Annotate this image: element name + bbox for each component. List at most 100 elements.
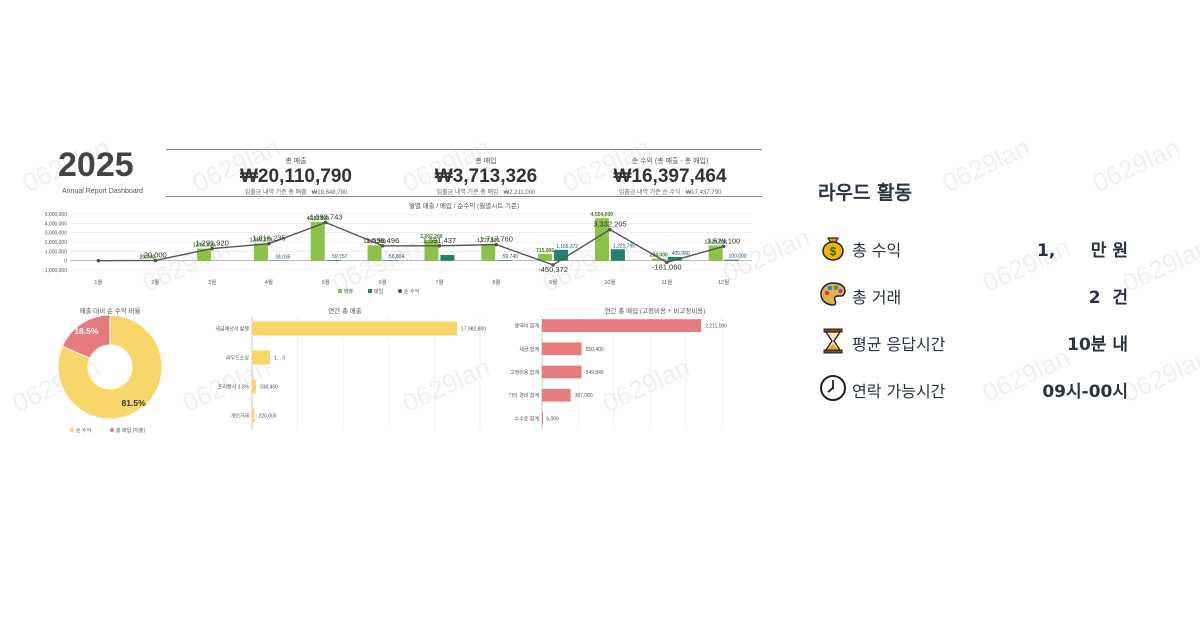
category-label: 세금 합계 <box>519 346 539 353</box>
palette-icon <box>820 282 846 306</box>
purchase-data-label: 100,000 <box>729 254 747 260</box>
sales-bar <box>651 258 666 261</box>
net-profit-data-label: 1,816,235 <box>252 234 285 243</box>
x-tick-label: 7월 <box>435 278 443 286</box>
y-tick-label: -1,000,000 <box>43 268 67 274</box>
category-label: 세금계산서 발행 <box>215 326 249 333</box>
x-tick-label: 4월 <box>265 278 273 286</box>
kpi-label: 총 매출 <box>285 158 307 165</box>
sales-data-label: 4,554,000 <box>591 212 613 218</box>
sales-bar <box>310 221 325 261</box>
sales-data-label: 1,850,270 <box>250 237 272 243</box>
kpi-sub: 입출금 내역 기준 총 매출 : ₩19,648,790 <box>244 190 348 196</box>
net-profit-data-label: 1,529,100 <box>707 236 740 245</box>
net-profit-data-label: -181,060 <box>652 262 682 271</box>
monthly-chart-title: 월별 매출 / 매입 / 순수익 (월별시트 기준) <box>408 203 520 210</box>
sales-bar <box>594 218 609 261</box>
bar <box>252 379 256 394</box>
purchase-chart: 용역비 합계 2,211,000 세금 합계 550,400 고정비용 합계 549,84… <box>509 316 727 430</box>
x-tick-label: 1월 <box>94 278 102 286</box>
x-tick-label: 10월 <box>604 278 615 286</box>
bar-value-label: 338,450 <box>260 385 278 391</box>
legend-label: 매출 <box>344 288 354 295</box>
watermark-text: 0629lan <box>937 131 1035 199</box>
kpi-divider-top <box>166 149 762 150</box>
category-label: 기타 경비 합계 <box>509 392 540 399</box>
purchase-bar <box>440 254 455 261</box>
activity-value: 1, 만 원 <box>1037 241 1128 261</box>
purchase-data-label: 34,035 <box>275 254 291 260</box>
net-profit-data-label: 1,291,920 <box>195 239 228 248</box>
watermark-text: 0629lan <box>1117 341 1200 409</box>
net-profit-point <box>380 243 385 248</box>
purchase-bar <box>326 260 341 261</box>
net-profit-point <box>608 227 612 232</box>
x-tick-label: 11월 <box>661 278 672 286</box>
kpi-net-profit: 순 수익 (총 매출 - 총 매입) ₩16,397,464 입출금 내역 기준… <box>570 156 770 196</box>
hourglass-icon <box>823 328 843 354</box>
legend-marker <box>398 289 402 293</box>
sales-data-label: 1,291,920 <box>193 243 215 249</box>
purchase-data-label: 405,060 <box>672 251 690 257</box>
pie-chart-title: 매출 대비 순 수익 비율 <box>79 308 141 315</box>
activity-label: 총 수익 <box>852 241 902 260</box>
purchase-data-label: 59,757 <box>332 254 348 260</box>
bar-value-label: 2,211,000 <box>705 324 727 330</box>
y-tick-label: 2,000,000 <box>45 240 67 246</box>
pie-slice-label: 81.5% <box>122 398 147 408</box>
x-tick-label: 8월 <box>492 278 500 286</box>
clock-icon <box>820 375 846 401</box>
purchase-data-label: 1,221,795 <box>613 243 635 249</box>
net-profit-data-label: 20,000 <box>144 250 167 259</box>
net-profit-point <box>323 220 328 225</box>
bar-value-label: 550,400 <box>586 347 604 353</box>
x-tick-label: 6월 <box>379 278 387 286</box>
net-profit-data-label: 1,596,496 <box>366 236 399 245</box>
purchase-bar <box>610 249 625 261</box>
net-profit-point <box>551 263 555 267</box>
kpi-label: 총 매입 <box>475 158 497 165</box>
bar-value-label: 5,000 <box>546 416 559 422</box>
net-profit-data-label: 1,717,760 <box>480 235 513 244</box>
activity-value: 2 건 <box>1088 288 1128 308</box>
bar <box>252 321 458 336</box>
legend-marker <box>70 428 74 432</box>
purchase-data-label: 1,165,372 <box>556 244 578 250</box>
purchase-bar <box>497 260 512 261</box>
bar <box>252 408 255 423</box>
sales-bar <box>367 245 382 261</box>
sales-data-label: 224,000 <box>650 253 668 259</box>
activity-row-revenue: $ 총 수익 1, 만 원 <box>818 232 1128 262</box>
bar-value-label: 397,080 <box>575 393 593 399</box>
bar <box>542 319 702 332</box>
purchase-chart-title: 연간 총 매입 (고정비용 + 비고정비용) <box>604 308 706 315</box>
sales-data-label: 1,777,500 <box>477 238 499 244</box>
legend-label: 순 수익 <box>404 288 419 295</box>
x-tick-label: 12월 <box>718 278 729 286</box>
x-tick-label: 9월 <box>549 278 557 286</box>
pie-chart: 18.5% 81.5% 순 수익 총 매입 (지출) <box>57 314 163 434</box>
category-label: 프리랜서 3.3% <box>218 384 250 391</box>
net-profit-point <box>437 244 442 248</box>
sales-data-label: 715,000 <box>536 248 554 254</box>
purchase-bar <box>724 259 739 261</box>
sales-data-label: 1,629,100 <box>704 239 726 245</box>
activity-title: 라우드 활동 <box>818 182 913 204</box>
watermark-text: 0629lan <box>1087 131 1185 199</box>
kpi-sub: 입출금 내역 기준 순 수익 : ₩17,437,790 <box>618 190 722 196</box>
net-profit-point <box>721 244 726 249</box>
report-subtitle: Annual Report Dashboard <box>62 188 143 195</box>
sales-bar <box>481 244 496 261</box>
sales-data-label: 2,202,200 <box>420 234 442 240</box>
net-profit-data-label: 4,093,743 <box>309 212 342 221</box>
bar-value-label: 220,000 <box>259 414 277 420</box>
bar <box>542 365 582 379</box>
legend-marker <box>110 428 114 432</box>
activity-row-hours: 연락 가능시간 09시-00시 <box>818 373 1128 403</box>
net-profit-point <box>210 246 214 251</box>
net-profit-data-label: 1,591,437 <box>423 236 456 245</box>
pie-slice-label: 18.5% <box>74 326 99 336</box>
svg-text:$: $ <box>830 245 837 259</box>
bar <box>542 342 582 356</box>
kpi-value: ₩3,713,326 <box>434 166 538 187</box>
